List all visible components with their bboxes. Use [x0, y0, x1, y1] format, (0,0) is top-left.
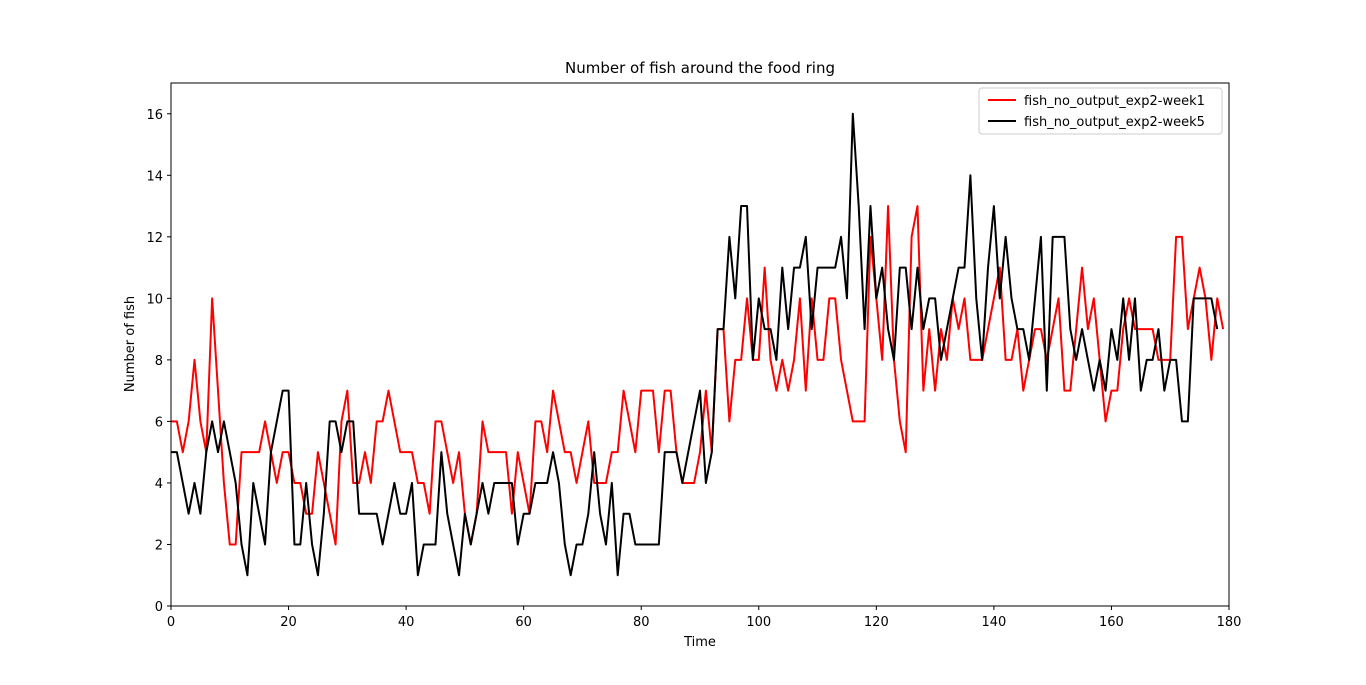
x-axis-label: Time	[683, 635, 716, 650]
series-line-week5	[171, 112, 1219, 577]
x-tick-label: 180	[1217, 615, 1242, 630]
x-tick-label: 20	[280, 615, 297, 630]
y-axis: 0 2 4 6 8 10 12 14 16	[146, 108, 171, 615]
y-tick-label: 6	[155, 415, 163, 430]
y-tick-label: 4	[155, 477, 163, 492]
y-tick-label: 14	[146, 169, 163, 184]
y-tick-label: 12	[146, 231, 163, 246]
x-tick-label: 120	[864, 615, 889, 630]
x-tick-label: 80	[633, 615, 650, 630]
x-tick-label: 100	[746, 615, 771, 630]
x-tick-label: 60	[515, 615, 532, 630]
y-tick-label: 2	[155, 538, 163, 553]
x-tick-label: 40	[398, 615, 415, 630]
y-tick-label: 0	[155, 600, 163, 615]
legend-box	[978, 87, 1223, 135]
x-tick-label: 140	[981, 615, 1006, 630]
x-tick-label: 0	[167, 615, 175, 630]
legend-label-week1: fish_no_output_exp2-week1	[1024, 94, 1205, 109]
y-tick-label: 10	[146, 292, 163, 307]
y-tick-label: 8	[155, 354, 163, 369]
x-tick-label: 160	[1099, 615, 1124, 630]
legend-label-week5: fish_no_output_exp2-week5	[1024, 115, 1205, 130]
y-axis-label: Number of fish	[123, 296, 138, 392]
x-axis: 0 20 40 60 80 100 120 140 160 180	[167, 606, 1242, 630]
series-layer	[171, 112, 1225, 577]
legend: fish_no_output_exp2-week1 fish_no_output…	[978, 87, 1223, 135]
chart-title: Number of fish around the food ring	[565, 59, 835, 77]
plot-frame	[170, 82, 1230, 607]
y-tick-label: 16	[146, 108, 163, 123]
